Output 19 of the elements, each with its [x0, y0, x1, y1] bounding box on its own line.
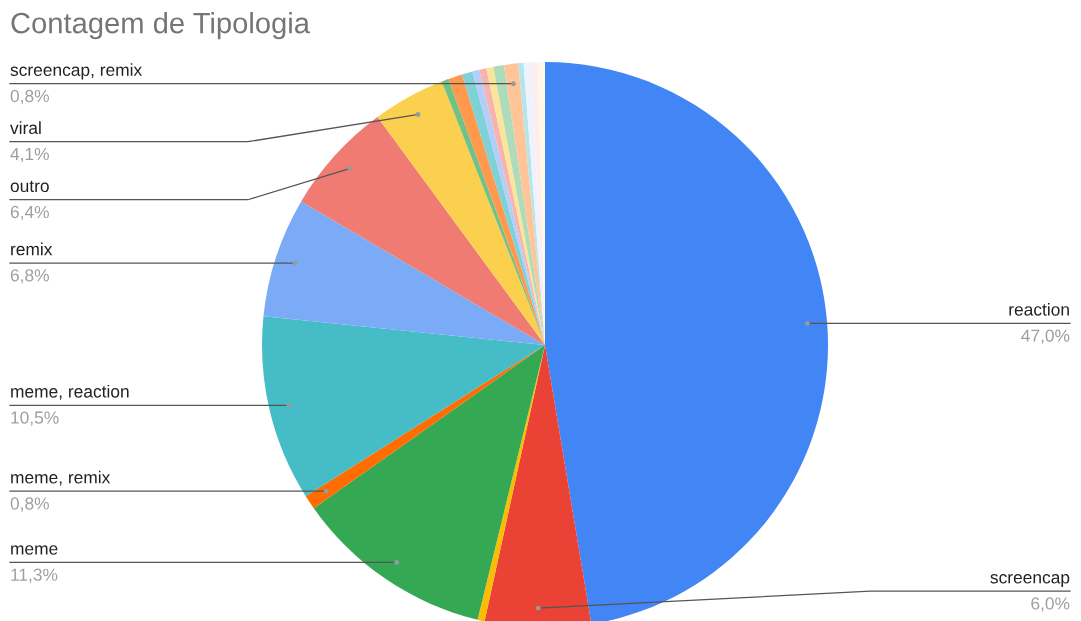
slice-label: screencap, remix [10, 63, 142, 80]
slice-label: reaction [1009, 302, 1069, 316]
slice-label: outro [10, 180, 49, 193]
data-label: 6,8% [10, 269, 49, 284]
data-label: 47,0% [1021, 329, 1070, 344]
data-label: 0,8% [10, 497, 49, 512]
data-label: 6,4% [10, 205, 49, 221]
data-label: 10,5% [11, 411, 59, 426]
data-label: 0,8% [10, 89, 49, 105]
slice-label: meme, remix [11, 470, 111, 486]
chart-title: Contagem de Tipologia [11, 12, 310, 40]
slice-label: meme, reaction [11, 384, 129, 400]
slice-label: screencap [990, 574, 1070, 587]
slice-label: viral [10, 121, 41, 135]
slice-label: remix [11, 242, 53, 256]
data-label: 4,1% [10, 147, 49, 163]
data-label: 11,3% [11, 568, 58, 583]
slice-label: meme [11, 545, 58, 555]
data-label: 6,0% [1031, 597, 1070, 612]
